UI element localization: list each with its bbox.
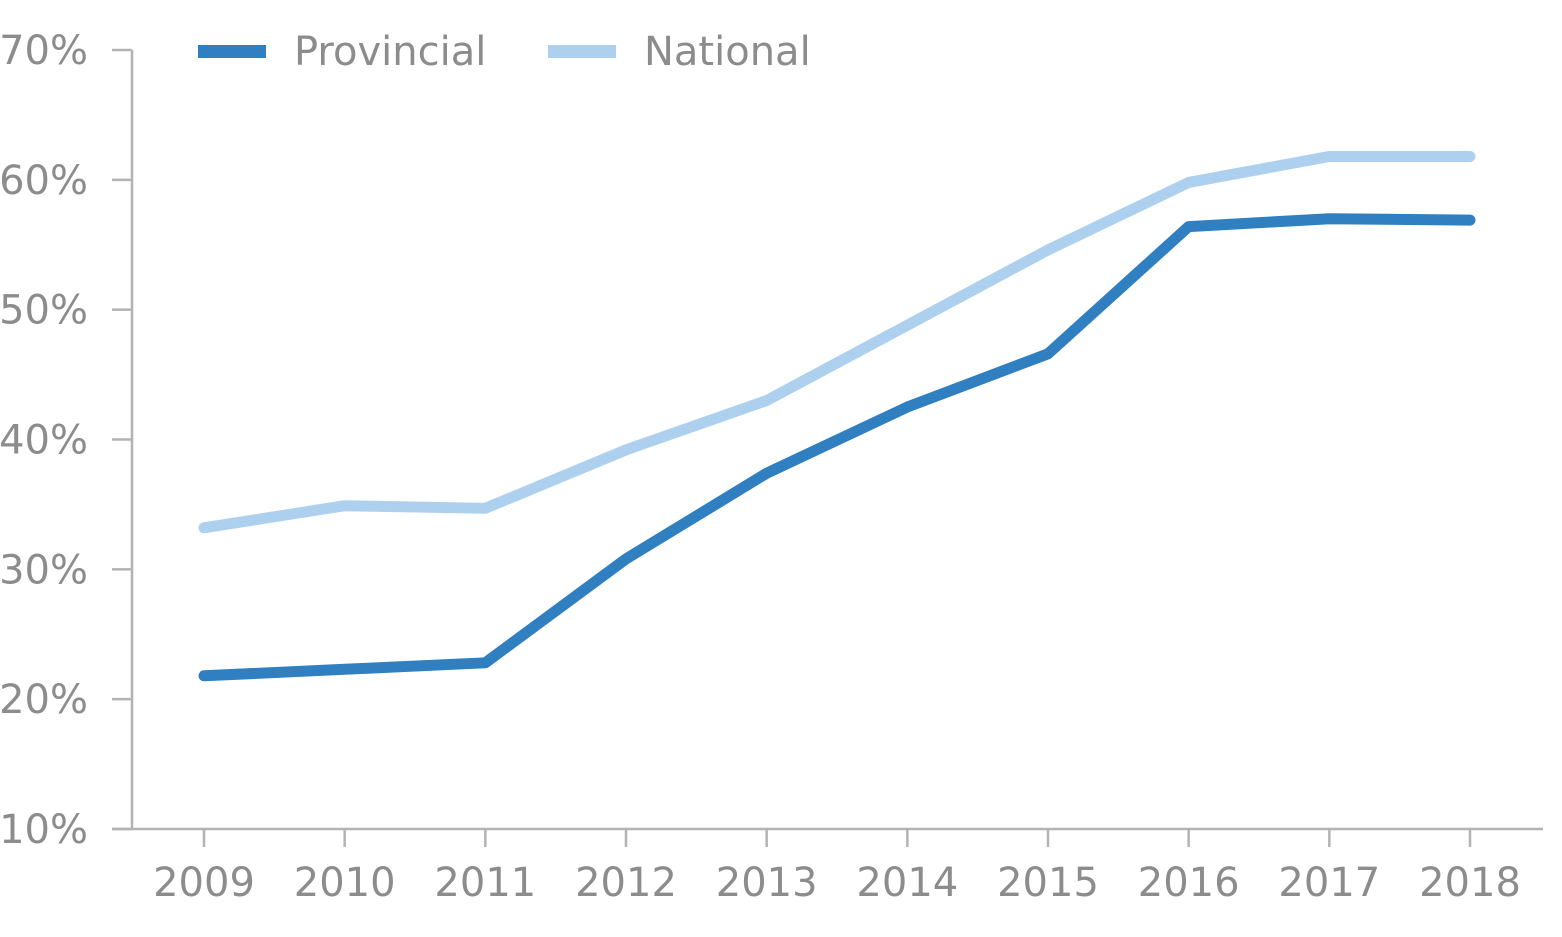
x-tick-label: 2011 [434, 860, 536, 906]
y-tick-label: 30% [0, 547, 88, 593]
y-tick-label: 20% [0, 677, 88, 723]
x-tick-label: 2015 [997, 860, 1099, 906]
series-line-national [198, 150, 1476, 534]
x-tick-label: 2012 [575, 860, 677, 906]
y-axis-ticks: 10% 20% 30% 40% 50% 60% 70% [0, 28, 132, 853]
legend-label-provincial: Provincial [294, 29, 486, 75]
x-tick-label: 2010 [294, 860, 396, 906]
x-axis-ticks: 2009 2010 2011 2012 2013 2014 2015 2016 2017 2018 [153, 829, 1521, 906]
x-tick-label: 2009 [153, 860, 255, 906]
series-line-provincial [198, 213, 1476, 682]
x-tick-label: 2016 [1138, 860, 1240, 906]
series-layer [198, 150, 1476, 682]
legend-swatch-provincial [198, 45, 266, 58]
y-tick-label: 70% [0, 28, 88, 74]
y-tick-label: 50% [0, 288, 88, 334]
y-tick-label: 10% [0, 807, 88, 853]
legend-label-national: National [644, 29, 811, 75]
x-tick-label: 2014 [856, 860, 958, 906]
legend: Provincial National [198, 29, 811, 75]
y-tick-label: 60% [0, 158, 88, 204]
x-tick-label: 2017 [1278, 860, 1380, 906]
y-tick-label: 40% [0, 418, 88, 464]
legend-swatch-national [548, 45, 616, 58]
x-tick-label: 2018 [1419, 860, 1521, 906]
x-tick-label: 2013 [716, 860, 818, 906]
